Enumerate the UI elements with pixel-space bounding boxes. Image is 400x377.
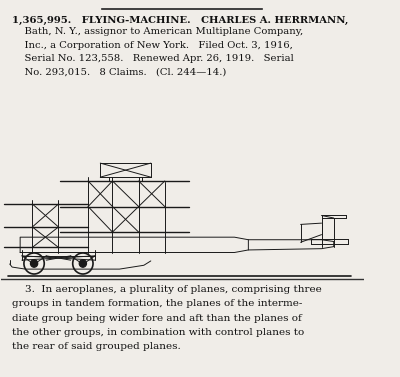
Circle shape bbox=[79, 260, 86, 267]
Text: 3.  In aeroplanes, a plurality of planes, comprising three: 3. In aeroplanes, a plurality of planes,… bbox=[12, 285, 321, 294]
Text: diate group being wider fore and aft than the planes of: diate group being wider fore and aft tha… bbox=[12, 314, 301, 323]
Text: groups in tandem formation, the planes of the interme-: groups in tandem formation, the planes o… bbox=[12, 299, 302, 308]
Text: Inc., a Corporation of New York.   Filed Oct. 3, 1916,: Inc., a Corporation of New York. Filed O… bbox=[12, 40, 292, 49]
Circle shape bbox=[30, 260, 38, 267]
Text: No. 293,015.   8 Claims.   (Cl. 244—14.): No. 293,015. 8 Claims. (Cl. 244—14.) bbox=[12, 67, 226, 77]
Text: Bath, N. Y., assignor to American Multiplane Company,: Bath, N. Y., assignor to American Multip… bbox=[12, 27, 303, 36]
Text: the rear of said grouped planes.: the rear of said grouped planes. bbox=[12, 342, 180, 351]
Text: the other groups, in combination with control planes to: the other groups, in combination with co… bbox=[12, 328, 304, 337]
Text: Serial No. 123,558.   Renewed Apr. 26, 1919.   Serial: Serial No. 123,558. Renewed Apr. 26, 191… bbox=[12, 54, 293, 63]
Text: 1,365,995.   FLYING-MACHINE.   CHARLES A. HERRMANN,: 1,365,995. FLYING-MACHINE. CHARLES A. HE… bbox=[12, 16, 348, 25]
